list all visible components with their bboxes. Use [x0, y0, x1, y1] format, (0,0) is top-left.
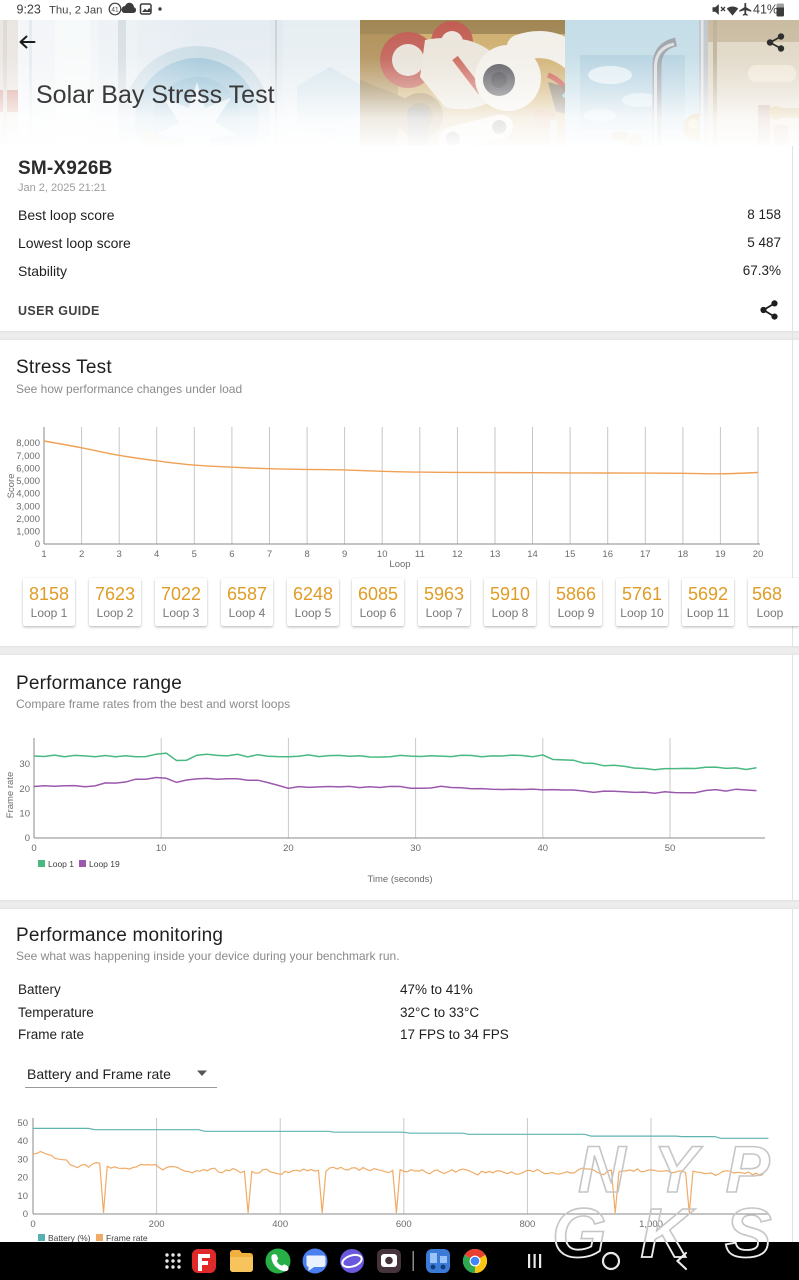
svg-text:200: 200 — [149, 1219, 165, 1230]
svg-text:7: 7 — [267, 549, 272, 560]
svg-text:3: 3 — [117, 549, 122, 560]
svg-text:4,000: 4,000 — [16, 489, 40, 500]
svg-text:13: 13 — [490, 549, 501, 560]
svg-text:10: 10 — [17, 1191, 28, 1202]
svg-text:Loop 1: Loop 1 — [48, 859, 74, 869]
svg-text:30: 30 — [19, 759, 30, 770]
svg-text:600: 600 — [396, 1219, 412, 1230]
svg-text:30: 30 — [410, 843, 421, 854]
svg-text:NYP: NYP — [578, 1132, 798, 1206]
svg-text:Frame rate: Frame rate — [106, 1233, 148, 1242]
svg-text:GKS: GKS — [552, 1242, 799, 1272]
svg-text:0: 0 — [23, 1209, 28, 1220]
svg-text:50: 50 — [665, 843, 676, 854]
svg-text:2,000: 2,000 — [16, 514, 40, 525]
svg-text:Score: Score — [6, 474, 17, 499]
svg-text:10: 10 — [377, 549, 388, 560]
svg-text:Loop: Loop — [389, 559, 410, 570]
svg-text:400: 400 — [272, 1219, 288, 1230]
svg-text:1: 1 — [41, 549, 46, 560]
svg-text:1,000: 1,000 — [16, 527, 40, 538]
svg-text:8,000: 8,000 — [16, 438, 40, 449]
svg-text:6,000: 6,000 — [16, 463, 40, 474]
svg-text:17: 17 — [640, 549, 651, 560]
svg-text:30: 30 — [17, 1154, 28, 1165]
svg-text:Thu, 2 Jan: Thu, 2 Jan — [49, 5, 102, 17]
svg-text:Time (seconds): Time (seconds) — [367, 874, 432, 885]
svg-text:15: 15 — [565, 549, 576, 560]
svg-text:20: 20 — [283, 843, 294, 854]
svg-text:2: 2 — [79, 549, 84, 560]
svg-text:Battery (%): Battery (%) — [48, 1233, 91, 1242]
svg-text:20: 20 — [19, 784, 30, 795]
svg-text:11: 11 — [415, 549, 425, 560]
svg-text:Loop 19: Loop 19 — [89, 859, 120, 869]
svg-text:16: 16 — [602, 549, 613, 560]
svg-text:Frame rate: Frame rate — [5, 772, 16, 818]
svg-text:18: 18 — [678, 549, 689, 560]
svg-text:3,000: 3,000 — [16, 501, 40, 512]
svg-text:10: 10 — [156, 843, 167, 854]
svg-text:0: 0 — [31, 843, 36, 854]
svg-text:4: 4 — [154, 549, 159, 560]
svg-text:40: 40 — [17, 1136, 28, 1147]
svg-text:50: 50 — [17, 1118, 28, 1129]
svg-text:6: 6 — [229, 549, 234, 560]
svg-text:8: 8 — [304, 549, 309, 560]
svg-text:0: 0 — [35, 539, 40, 550]
svg-text:9: 9 — [342, 549, 347, 560]
svg-text:41: 41 — [111, 6, 119, 13]
svg-text:10: 10 — [19, 809, 30, 820]
svg-text:12: 12 — [452, 549, 463, 560]
svg-text:41%: 41% — [753, 3, 778, 17]
svg-text:20: 20 — [753, 549, 764, 560]
svg-text:5: 5 — [192, 549, 197, 560]
svg-text:40: 40 — [538, 843, 549, 854]
svg-text:Solar Bay Stress Test: Solar Bay Stress Test — [36, 81, 275, 109]
svg-text:20: 20 — [17, 1173, 28, 1184]
svg-text:0: 0 — [25, 833, 30, 844]
svg-text:19: 19 — [715, 549, 726, 560]
svg-text:9:23: 9:23 — [17, 3, 41, 17]
svg-text:800: 800 — [519, 1219, 535, 1230]
svg-text:14: 14 — [527, 549, 538, 560]
svg-text:0: 0 — [30, 1219, 35, 1230]
svg-text:1,000: 1,000 — [639, 1219, 663, 1230]
svg-text:5,000: 5,000 — [16, 476, 40, 487]
svg-text:7,000: 7,000 — [16, 451, 40, 462]
